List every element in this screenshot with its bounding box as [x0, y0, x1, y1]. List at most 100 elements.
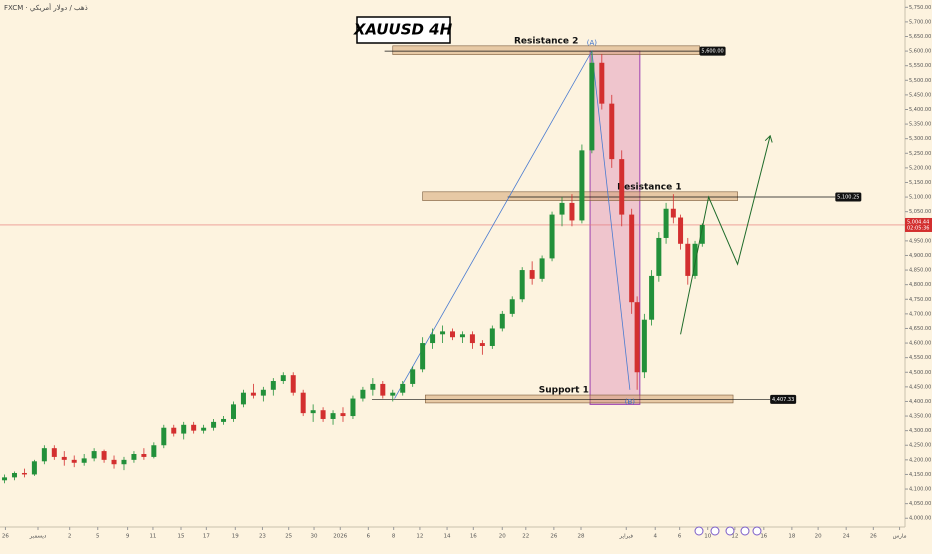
x-tick-label: 16 [760, 534, 767, 540]
y-tick-label: 4,000.00 [909, 516, 931, 522]
candle-body [479, 343, 485, 346]
candle-body [71, 459, 77, 463]
candle-body [270, 381, 276, 390]
current-price-box [905, 217, 932, 232]
candle-body [101, 451, 107, 460]
symbol-header: FXCM · ذهب / دولار أمريكي [4, 3, 88, 12]
candle-body [685, 243, 691, 276]
candle-body [370, 383, 376, 390]
candle-body [61, 456, 67, 460]
level-price-label: 5,600.00 [701, 49, 723, 55]
x-tick-label: 24 [843, 534, 850, 540]
candle-body [589, 62, 595, 151]
title-box [356, 16, 451, 44]
x-tick-label: 4 [653, 534, 657, 540]
candle-body [459, 334, 465, 338]
y-tick-label: 4,450.00 [909, 384, 931, 390]
candle-body [41, 448, 47, 462]
candle-body [599, 62, 605, 104]
y-tick-label: 5,600.00 [909, 49, 931, 55]
candle-body [201, 427, 207, 431]
x-tick-label: ديسمبر [29, 534, 47, 540]
x-tick-label: 2 [68, 534, 72, 540]
event-icons [694, 526, 762, 536]
candle-body [609, 103, 615, 160]
candle-body [360, 389, 366, 399]
x-tick-label: 6 [678, 534, 682, 540]
candle-body [350, 398, 356, 417]
candle-body [400, 383, 406, 393]
y-tick-label: 4,500.00 [909, 370, 931, 376]
wave-label: (A) [587, 39, 598, 47]
candle-body [2, 477, 8, 481]
level-price-box [835, 192, 862, 202]
candle-body [111, 459, 117, 465]
y-tick-label: 4,600.00 [909, 341, 931, 347]
candle-body [629, 214, 635, 303]
x-tick-label: 12 [731, 534, 738, 540]
candle-body [579, 150, 585, 221]
level-price-label: 4,407.33 [772, 397, 794, 403]
y-tick-label: 4,950.00 [909, 238, 931, 244]
y-tick-label: 4,900.00 [909, 253, 931, 259]
candle-body [509, 299, 515, 314]
x-tick-label: 6 [367, 534, 371, 540]
event-icon [710, 526, 720, 536]
candle-body [469, 334, 475, 344]
x-tick-label: 25 [285, 534, 292, 540]
current-price-label: 5,004.44 [907, 219, 929, 225]
level-name: Resistance 1 [617, 182, 681, 192]
x-tick-label: 18 [788, 534, 795, 540]
y-tick-label: 4,650.00 [909, 326, 931, 332]
x-tick-label: 26 [2, 534, 9, 540]
x-tick-label: 11 [149, 534, 156, 540]
candle-body [131, 454, 137, 460]
x-tick-label: 23 [259, 534, 266, 540]
y-tick-label: 5,050.00 [909, 209, 931, 215]
candle-body [380, 383, 386, 396]
y-tick-label: 4,700.00 [909, 311, 931, 317]
candle-body [330, 413, 336, 419]
y-tick-label: 5,500.00 [909, 78, 931, 84]
event-icon [694, 526, 704, 536]
y-tick-label: 4,850.00 [909, 268, 931, 274]
candle-body [440, 331, 446, 335]
y-tick-label: 4,800.00 [909, 282, 931, 288]
candle-body [692, 243, 698, 276]
candle-body [300, 392, 306, 414]
y-tick-label: 5,650.00 [909, 34, 931, 40]
candle-body [420, 343, 426, 370]
y-tick-label: 5,400.00 [909, 107, 931, 113]
countdown-label: 02:05:36 [907, 225, 929, 231]
candle-body [81, 458, 87, 463]
candle-body [141, 454, 147, 457]
candle-body [121, 459, 127, 465]
candle-body [539, 258, 545, 279]
candle-body [529, 270, 535, 279]
candle-body [31, 461, 37, 475]
y-tick-label: 4,300.00 [909, 428, 931, 434]
candle-body [559, 202, 565, 215]
x-tick-label: 28 [578, 534, 585, 540]
candle-body [250, 392, 256, 396]
y-tick-label: 4,050.00 [909, 501, 931, 507]
candle-body [619, 159, 625, 215]
candle-body [240, 392, 246, 405]
x-tick-label: 20 [815, 534, 822, 540]
candle-body [390, 392, 396, 396]
x-tick-label: 26 [550, 534, 557, 540]
candle-body [634, 302, 640, 373]
level-name: Resistance 2 [514, 36, 578, 46]
x-tick-label: مارس [893, 534, 907, 540]
wave-label: (B) [625, 398, 636, 406]
y-tick-label: 5,300.00 [909, 136, 931, 142]
candle-body [656, 237, 662, 276]
x-tick-label: فبراير [619, 534, 634, 540]
candle-body [211, 421, 217, 428]
candle-body [699, 224, 705, 244]
candle-body [280, 375, 286, 382]
x-tick-label: 5 [96, 534, 100, 540]
y-tick-label: 4,750.00 [909, 297, 931, 303]
y-tick-label: 5,200.00 [909, 165, 931, 171]
